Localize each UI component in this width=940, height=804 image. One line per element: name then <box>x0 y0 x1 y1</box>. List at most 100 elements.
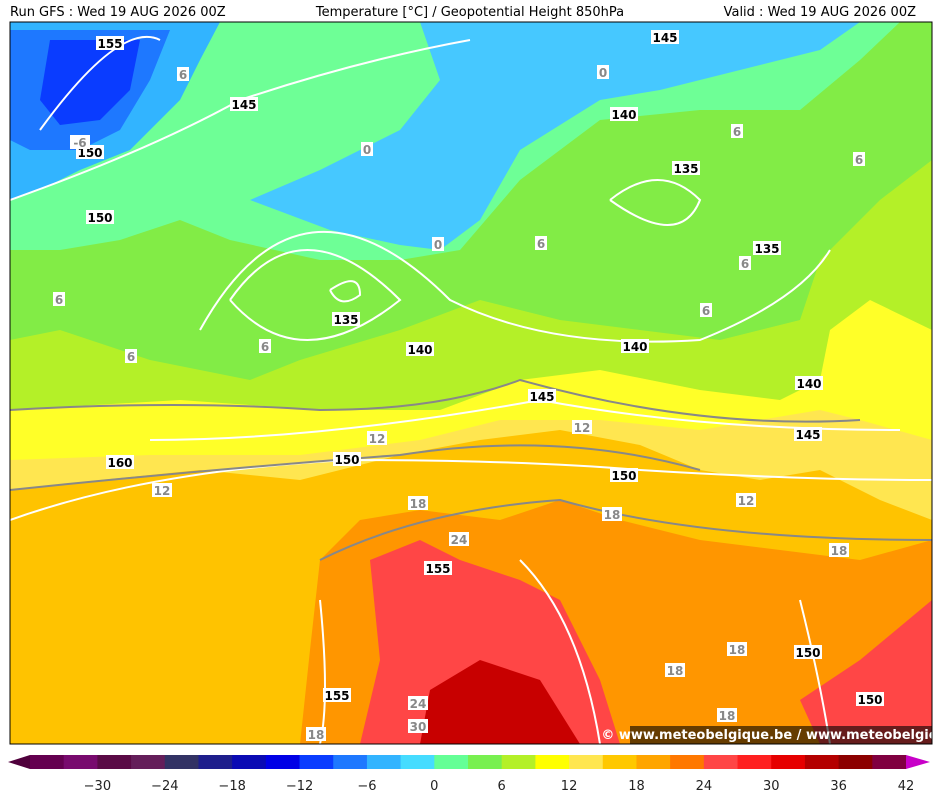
label-bg <box>739 256 751 270</box>
colorbar-bin <box>771 755 806 769</box>
label-bg <box>424 561 452 575</box>
colorbar-bin <box>838 755 873 769</box>
colorbar-label: −12 <box>286 779 313 794</box>
temperature-label: 12 <box>574 421 591 435</box>
colorbar-label: 24 <box>696 779 713 794</box>
temperature-label: 18 <box>729 643 746 657</box>
temperature-contours <box>10 378 932 561</box>
height-label: 135 <box>754 242 779 256</box>
label-bg <box>794 427 822 441</box>
temperature-label: 0 <box>599 66 607 80</box>
temperature-label: 6 <box>55 293 63 307</box>
label-bg <box>152 483 172 497</box>
colorbar-label: 0 <box>430 779 438 794</box>
temperature-label: 6 <box>702 304 710 318</box>
temperature-label: 12 <box>369 432 386 446</box>
temperature-label: 18 <box>604 508 621 522</box>
zone-cold-band <box>250 22 860 250</box>
colorbar-bin <box>164 755 199 769</box>
temperature-label: 6 <box>537 237 545 251</box>
temperature-label: 6 <box>733 125 741 139</box>
label-bg <box>528 389 556 403</box>
label-bg <box>259 339 271 353</box>
label-bg <box>535 236 547 250</box>
map-area: © www.meteobelgique.be / www.meteobelgie… <box>10 22 940 744</box>
temperature-label: 6 <box>261 340 269 354</box>
height-label: 155 <box>97 37 122 51</box>
map-frame <box>9 21 933 745</box>
height-label: 135 <box>333 313 358 327</box>
label-bg <box>306 727 326 741</box>
colorbar-bin <box>535 755 570 769</box>
colorbar-bin <box>131 755 166 769</box>
temperature-label: 18 <box>410 497 427 511</box>
label-bg <box>853 152 865 166</box>
colorbar-arrow <box>906 755 930 769</box>
colorbar-bin <box>63 755 98 769</box>
colorbar-bin <box>670 755 705 769</box>
temperature-label: 18 <box>667 664 684 678</box>
colorbar-bin <box>636 755 671 769</box>
height-label: 150 <box>334 453 359 467</box>
colorbar-arrow <box>8 755 30 769</box>
colorbar-label: −30 <box>84 779 111 794</box>
temperature-label: 18 <box>831 544 848 558</box>
height-label: 155 <box>324 689 349 703</box>
colorbar-bin <box>703 755 739 769</box>
zone-24-east <box>800 600 932 744</box>
label-bg <box>408 696 428 710</box>
label-bg <box>700 303 712 317</box>
height-label: 150 <box>611 469 636 483</box>
temperature-label: 30 <box>410 720 427 734</box>
colorbar-bin <box>804 755 840 769</box>
label-bg <box>333 452 361 466</box>
label-bg <box>597 65 609 79</box>
temperature-label: 18 <box>308 728 325 742</box>
colorbar-bin <box>265 755 301 769</box>
label-bg <box>449 532 469 546</box>
label-bg <box>717 708 737 722</box>
colorbar-bin <box>872 755 907 769</box>
colorbar-label: 18 <box>628 779 645 794</box>
colorbar-bin <box>97 755 132 769</box>
colorbar-bin <box>434 755 469 769</box>
label-bg <box>794 645 822 659</box>
watermark: © www.meteobelgique.be / www.meteobelgie… <box>601 728 940 743</box>
colorbar-label: −18 <box>218 779 245 794</box>
label-bg <box>795 376 823 390</box>
label-bg <box>731 124 743 138</box>
height-label: 145 <box>529 390 554 404</box>
label-bg <box>406 342 434 356</box>
label-bg <box>621 339 649 353</box>
label-bg <box>432 237 444 251</box>
height-label: 140 <box>796 377 821 391</box>
colorbar-bin <box>366 755 402 769</box>
height-label: 135 <box>673 162 698 176</box>
colorbar-label: 30 <box>763 779 780 794</box>
label-bg <box>125 349 137 363</box>
label-bg <box>361 142 373 156</box>
temperature-label: 12 <box>738 494 755 508</box>
label-bg <box>408 496 428 510</box>
watermark-bg <box>630 726 932 744</box>
label-bg <box>610 107 638 121</box>
colorbar-label: 42 <box>898 779 915 794</box>
run-label: Run GFS : Wed 19 AUG 2026 00Z <box>10 5 226 20</box>
temperature-label: 12 <box>154 484 171 498</box>
colorbar-bin <box>299 755 334 769</box>
label-bg <box>53 292 65 306</box>
temperature-label: 0 <box>363 143 371 157</box>
colorbar-bin <box>198 755 233 769</box>
label-bg <box>602 507 622 521</box>
label-bg <box>96 36 124 50</box>
temperature-label: 24 <box>410 697 427 711</box>
label-bg <box>177 67 189 81</box>
zone-24 <box>360 540 620 744</box>
label-bg <box>727 642 747 656</box>
colorbar-bin <box>333 755 368 769</box>
colorbar-bin <box>30 755 65 769</box>
zone-coldest <box>40 40 140 125</box>
colorbar-bin <box>400 755 435 769</box>
label-bg <box>408 719 428 733</box>
